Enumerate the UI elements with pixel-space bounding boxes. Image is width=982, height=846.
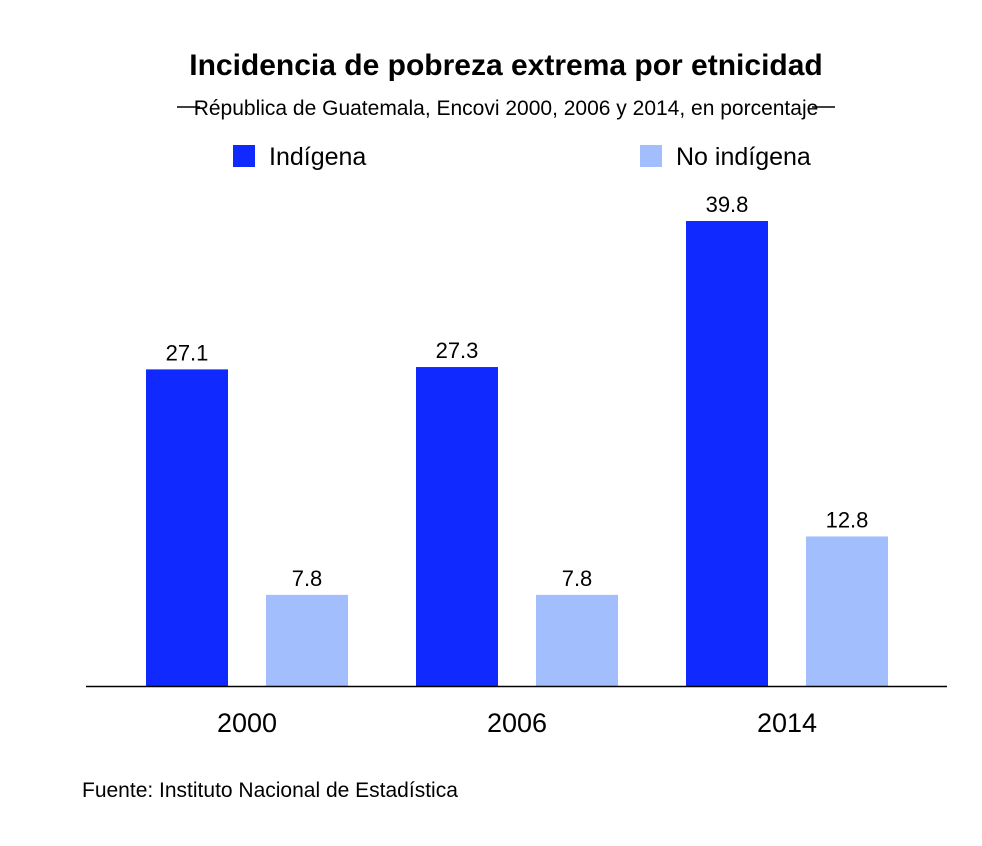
value-label-indigena-2006: 27.3 xyxy=(436,338,479,363)
x-tick-label-2000: 2000 xyxy=(217,708,277,738)
legend-swatch-no-indigena xyxy=(640,145,662,167)
source-note: Fuente: Instituto Nacional de Estadístic… xyxy=(82,779,458,802)
bars xyxy=(146,221,888,686)
bar-no-indigena-2014 xyxy=(806,536,888,686)
value-label-no-indigena-2000: 7.8 xyxy=(292,566,323,591)
chart-subtitle-group: Républica de Guatemala, Encovi 2000, 200… xyxy=(177,97,835,120)
bar-no-indigena-2000 xyxy=(266,594,348,686)
bar-indigena-2006 xyxy=(416,367,498,686)
x-tick-labels: 2000 2006 2014 xyxy=(217,708,817,738)
bar-indigena-2000 xyxy=(146,369,228,686)
value-label-no-indigena-2006: 7.8 xyxy=(562,566,593,591)
value-label-no-indigena-2014: 12.8 xyxy=(826,507,869,532)
value-label-indigena-2000: 27.1 xyxy=(166,340,209,365)
bar-no-indigena-2006 xyxy=(536,594,618,686)
legend-label-indigena: Indígena xyxy=(269,143,366,171)
legend-swatch-indigena xyxy=(233,145,255,167)
x-tick-label-2014: 2014 xyxy=(757,708,817,738)
value-label-indigena-2014: 39.8 xyxy=(706,192,749,217)
chart-subtitle: Républica de Guatemala, Encovi 2000, 200… xyxy=(194,97,819,120)
value-labels: 27.1 27.3 39.8 7.8 7.8 12.8 xyxy=(166,192,869,591)
legend: Indígena No indígena xyxy=(233,143,811,171)
legend-label-no-indigena: No indígena xyxy=(676,143,811,171)
x-tick-label-2006: 2006 xyxy=(487,708,547,738)
chart-title: Incidencia de pobreza extrema por etnici… xyxy=(189,49,823,82)
bar-indigena-2014 xyxy=(686,221,768,686)
